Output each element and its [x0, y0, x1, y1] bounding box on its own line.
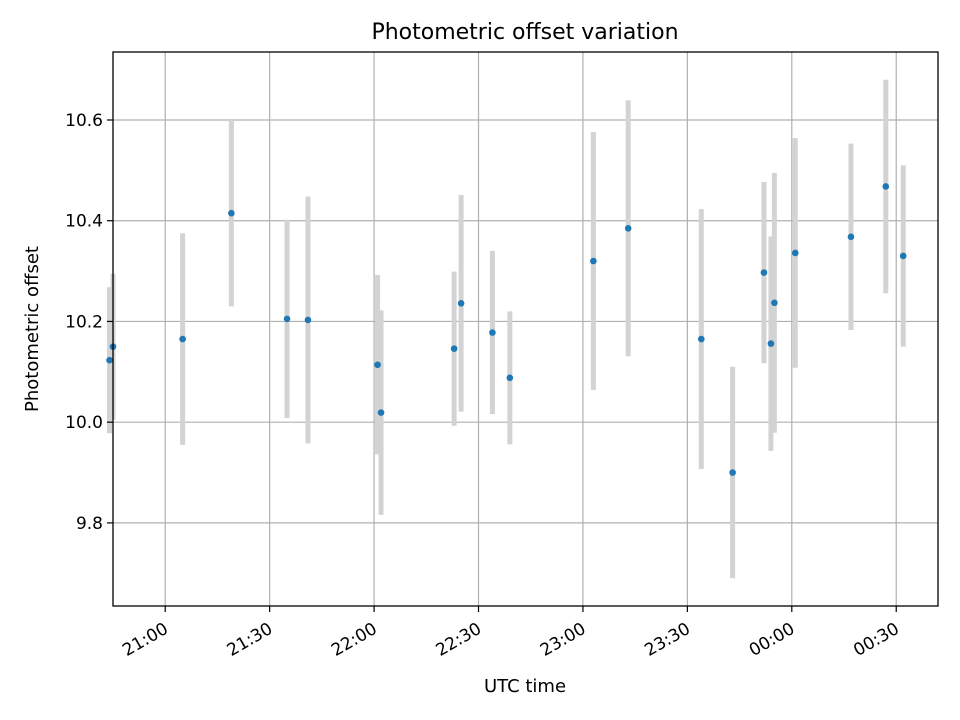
- chart-title: Photometric offset variation: [371, 20, 678, 45]
- data-point: [489, 329, 496, 336]
- data-point: [374, 361, 381, 369]
- y-tick-label: 10.6: [65, 111, 103, 131]
- data-point: [457, 300, 465, 307]
- data-point: [729, 469, 736, 476]
- data-point: [590, 257, 597, 265]
- data-point: [506, 374, 514, 382]
- data-point: [283, 315, 291, 323]
- y-tick-label: 9.8: [76, 514, 103, 534]
- data-point: [228, 209, 235, 217]
- data-point: [179, 335, 186, 343]
- y-tick-label: 10.0: [65, 413, 103, 433]
- x-axis-label: UTC time: [484, 676, 566, 697]
- data-point: [791, 249, 799, 257]
- y-tick-label: 10.2: [65, 312, 103, 332]
- data-point: [882, 183, 890, 190]
- data-point: [304, 316, 312, 324]
- data-point: [697, 335, 705, 343]
- y-axis-label: Photometric offset: [22, 246, 43, 412]
- data-point: [767, 340, 775, 347]
- data-point: [771, 299, 778, 307]
- data-point: [450, 345, 458, 352]
- y-axis-ticks: 9.8 10.0 10.2 10.4 10.6: [65, 111, 113, 534]
- data-point: [847, 233, 855, 241]
- data-point: [760, 269, 768, 276]
- plot-frame: [112, 51, 939, 607]
- data-point: [899, 252, 907, 260]
- data-point: [377, 409, 385, 416]
- data-point: [106, 356, 113, 364]
- y-tick-label: 10.4: [65, 212, 103, 232]
- grid: [113, 52, 938, 606]
- data-point: [624, 224, 632, 232]
